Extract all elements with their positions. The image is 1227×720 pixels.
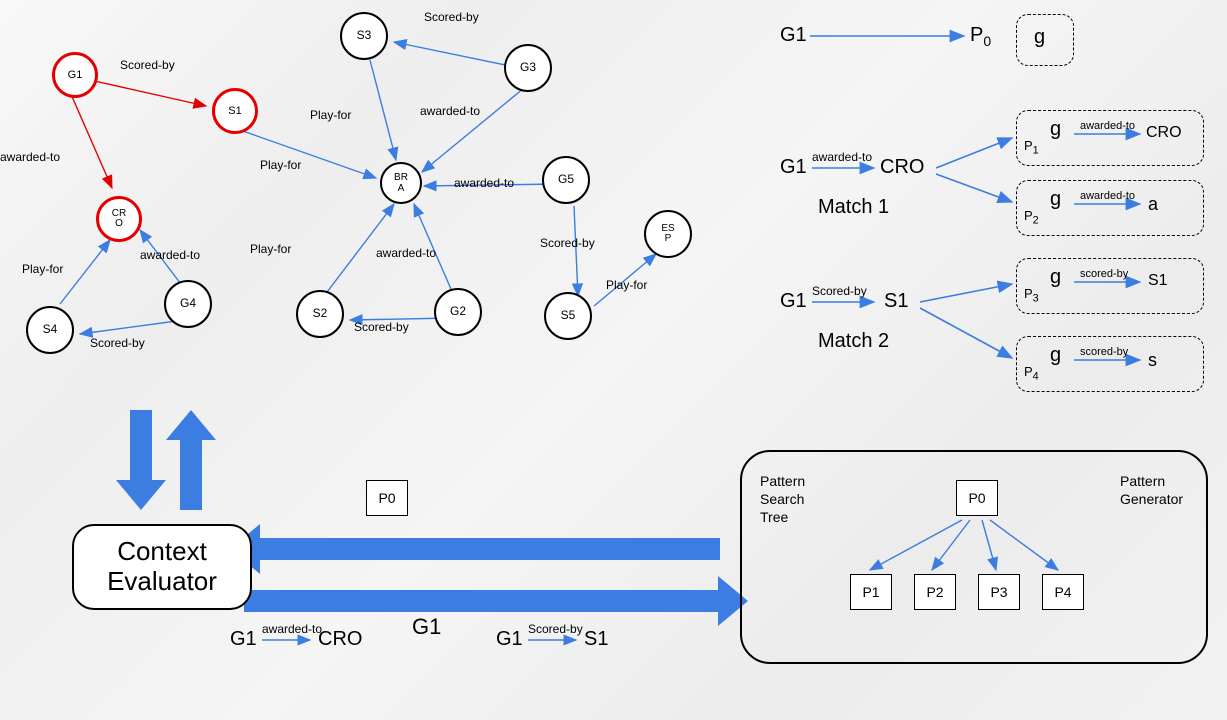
r1-to: CRO bbox=[880, 156, 924, 179]
node-s5: S5 bbox=[544, 292, 592, 340]
card-p1-g: g bbox=[1050, 118, 1061, 141]
edge-label: Scored-by bbox=[90, 336, 145, 350]
r1-match: Match 1 bbox=[818, 196, 889, 219]
node-g2: G2 bbox=[434, 288, 482, 336]
bl-a-to: CRO bbox=[318, 628, 362, 651]
node-s2: S2 bbox=[296, 290, 344, 338]
tree-p4: P4 bbox=[1042, 574, 1084, 610]
node-bra: BRA bbox=[380, 162, 422, 204]
edge-label: Scored-by bbox=[424, 10, 479, 24]
tree-p1: P1 bbox=[850, 574, 892, 610]
edge-label: Scored-by bbox=[354, 320, 409, 334]
card-p3-t: S1 bbox=[1148, 272, 1168, 290]
r2-to: S1 bbox=[884, 290, 908, 313]
node-esp: ESP bbox=[644, 210, 692, 258]
edge-label: awarded-to bbox=[0, 150, 60, 164]
r2-from: G1 bbox=[780, 290, 807, 313]
edge-label: Play-for bbox=[22, 262, 63, 276]
bl-a-rel: awarded-to bbox=[262, 622, 322, 636]
node-g3: G3 bbox=[504, 44, 552, 92]
r0-box-label: g bbox=[1034, 26, 1045, 49]
tree-p2: P2 bbox=[914, 574, 956, 610]
r0-to: P0 bbox=[970, 24, 991, 49]
node-g1: G1 bbox=[52, 52, 98, 98]
bl-b-to: S1 bbox=[584, 628, 608, 651]
edge-label: Scored-by bbox=[120, 58, 175, 72]
node-s3: S3 bbox=[340, 12, 388, 60]
pg-label: PatternGenerator bbox=[1120, 472, 1183, 508]
card-p3 bbox=[1016, 258, 1204, 314]
node-s1: S1 bbox=[212, 88, 258, 134]
bl-mid: G1 bbox=[412, 614, 441, 640]
edge-label: awarded-to bbox=[454, 176, 514, 190]
card-p2-rel: awarded-to bbox=[1080, 190, 1135, 202]
edge-label: Play-for bbox=[250, 242, 291, 256]
card-p4-rel: scored-by bbox=[1080, 346, 1128, 358]
tree-p0: P0 bbox=[956, 480, 998, 516]
node-g4: G4 bbox=[164, 280, 212, 328]
node-cro: CRO bbox=[96, 196, 142, 242]
edge-label: awarded-to bbox=[140, 248, 200, 262]
r0-from: G1 bbox=[780, 24, 807, 47]
edge-label: awarded-to bbox=[420, 104, 480, 118]
node-g5: G5 bbox=[542, 156, 590, 204]
card-p1-rel: awarded-to bbox=[1080, 120, 1135, 132]
node-s4: S4 bbox=[26, 306, 74, 354]
context-evaluator: ContextEvaluator bbox=[72, 524, 252, 610]
tree-p3: P3 bbox=[978, 574, 1020, 610]
r2-match: Match 2 bbox=[818, 330, 889, 353]
edge-label: awarded-to bbox=[376, 246, 436, 260]
center-p0: P0 bbox=[366, 480, 408, 516]
edge-label: Play-for bbox=[260, 158, 301, 172]
card-p3-g: g bbox=[1050, 266, 1061, 289]
card-p3-rel: scored-by bbox=[1080, 268, 1128, 280]
r1-rel: awarded-to bbox=[812, 150, 872, 164]
card-p1-t: CRO bbox=[1146, 124, 1182, 142]
card-p4 bbox=[1016, 336, 1204, 392]
bl-b-rel: Scored-by bbox=[528, 622, 583, 636]
edge-label: Scored-by bbox=[540, 236, 595, 250]
pst-label: PatternSearchTree bbox=[760, 472, 805, 527]
r1-from: G1 bbox=[780, 156, 807, 179]
edge-label: Play-for bbox=[606, 278, 647, 292]
card-p3-p: P3 bbox=[1024, 286, 1039, 305]
card-p2 bbox=[1016, 180, 1204, 236]
edge-label: Play-for bbox=[310, 108, 351, 122]
card-p4-t: s bbox=[1148, 350, 1157, 371]
bl-b-from: G1 bbox=[496, 628, 523, 651]
card-p4-g: g bbox=[1050, 344, 1061, 367]
card-p4-p: P4 bbox=[1024, 364, 1039, 383]
card-p2-t: a bbox=[1148, 194, 1158, 215]
card-p2-p: P2 bbox=[1024, 208, 1039, 227]
bl-a-from: G1 bbox=[230, 628, 257, 651]
card-p2-g: g bbox=[1050, 188, 1061, 211]
r2-rel: Scored-by bbox=[812, 284, 867, 298]
card-p1-p: P1 bbox=[1024, 138, 1039, 157]
